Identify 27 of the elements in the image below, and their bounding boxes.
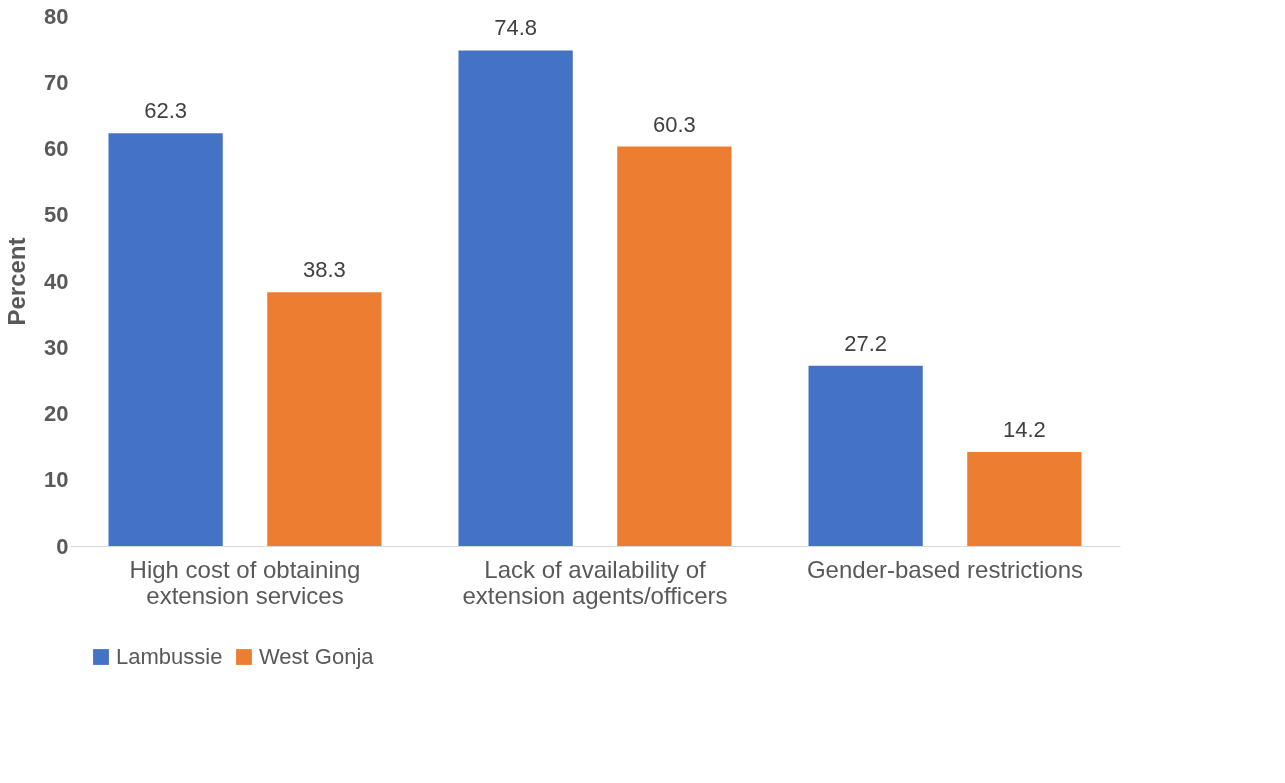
y-tick-label: 80 [44, 3, 69, 29]
legend-label: West Gonja [259, 644, 375, 669]
y-tick-label: 20 [44, 401, 69, 426]
bar [617, 146, 732, 546]
data-label: 62.3 [144, 98, 188, 124]
x-tick-label: Lack of availability of extension agents/officers [462, 555, 728, 609]
data-label: 14.2 [1002, 416, 1046, 442]
bar [808, 365, 923, 546]
bar [458, 50, 573, 546]
legend-label: Lambussie [116, 644, 223, 669]
bar [967, 451, 1082, 546]
data-label: 60.3 [652, 111, 696, 137]
y-tick-label: 60 [44, 136, 69, 161]
y-tick-label: 50 [44, 202, 69, 228]
data-label: 74.8 [494, 15, 538, 41]
bar [108, 133, 223, 546]
y-tick-label: 0 [56, 533, 69, 559]
y-tick-label: 40 [44, 268, 69, 294]
data-label: 38.3 [302, 257, 346, 283]
x-tick-label: Gender-based restrictions [806, 555, 1084, 583]
data-label: 27.2 [844, 330, 888, 356]
y-tick-label: 70 [44, 69, 69, 95]
x-tick-label: High cost of obtaining extension services [129, 555, 361, 609]
bar [267, 292, 382, 546]
y-tick-label: 10 [44, 467, 69, 493]
y-tick-label: 30 [44, 334, 69, 360]
y-axis-title: Percent [3, 237, 31, 326]
